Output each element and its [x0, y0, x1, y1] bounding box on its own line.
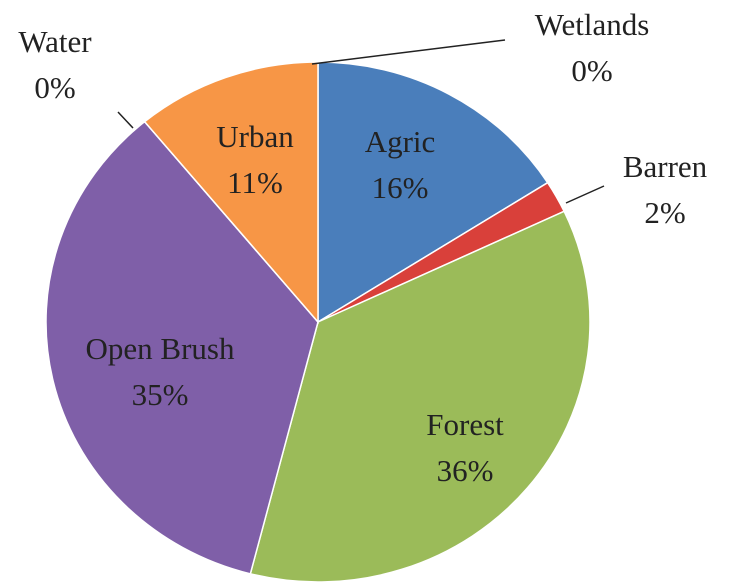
slice-label: Open Brush [86, 331, 235, 366]
slice-label: Agric [365, 124, 436, 159]
slice-label: Barren [623, 149, 708, 184]
slice-label: Wetlands [535, 7, 650, 42]
slice-label: Water [18, 24, 92, 59]
slice-value-label: 11% [227, 165, 283, 200]
slice-label: Forest [426, 407, 504, 442]
pie-slice [45, 120, 319, 575]
slice-value-label: 16% [372, 170, 429, 205]
leader-line [117, 111, 134, 129]
pie-slice [143, 61, 319, 325]
slice-value-label: 0% [571, 53, 612, 88]
slice-value-label: 35% [132, 377, 189, 412]
leader-line [565, 185, 605, 204]
slice-value-label: 2% [644, 195, 685, 230]
pie-slice [317, 61, 549, 324]
slice-value-label: 0% [34, 70, 75, 105]
slice-label: Urban [216, 119, 294, 154]
pie-slice [249, 210, 591, 583]
slice-value-label: 36% [437, 453, 494, 488]
leader-line [311, 39, 506, 65]
